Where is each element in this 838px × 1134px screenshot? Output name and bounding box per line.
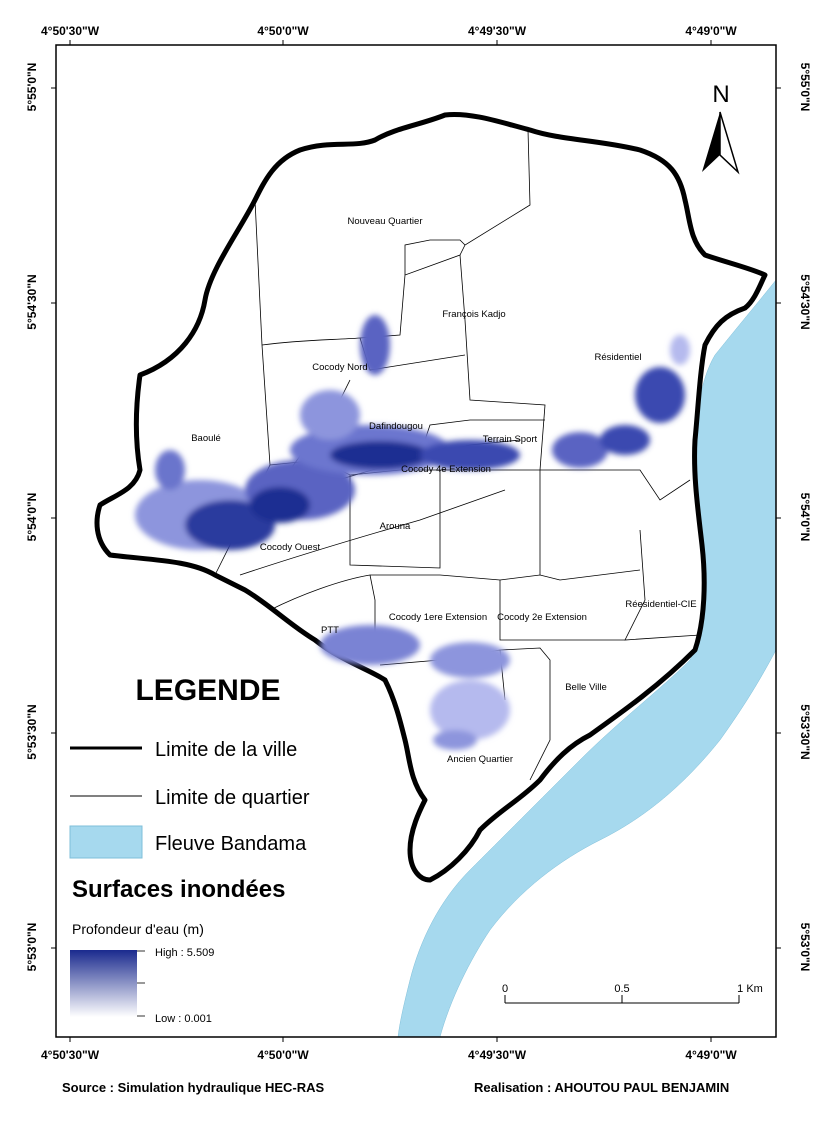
district-francois-kadjo: François Kadjo (442, 309, 505, 320)
district-ptt: PTT (321, 625, 339, 636)
scale-label-1km: 1 Km (737, 983, 763, 995)
scale-bar: 0 0.5 1 Km (502, 983, 763, 1004)
district-arouna: Arouna (380, 521, 411, 532)
city-limit (94, 111, 768, 883)
flood-areas (135, 315, 690, 750)
district-terrain-sport: Terrain Sport (483, 434, 538, 445)
legend-flood-title: Surfaces inondées (72, 876, 285, 903)
coord-bottom-2: 4°50'0"W (257, 1048, 309, 1062)
footer-realisation: Realisation : AHOUTOU PAUL BENJAMIN (474, 1080, 730, 1095)
coord-top-4: 4°49'0"W (685, 24, 737, 38)
map-frame (55, 44, 777, 1038)
legend-river-symbol (69, 825, 143, 859)
coord-bottom-1: 4°50'30"W (40, 1048, 100, 1062)
scale-label-0: 0 (502, 983, 508, 995)
legend-depth-high: High : 5.509 (155, 947, 214, 959)
district-residentiel-cie: Réesidentiel-CIE (625, 599, 696, 610)
north-arrow-icon: N (702, 81, 740, 175)
coord-top-2: 4°50'0"W (257, 24, 309, 38)
coord-bottom-3: 4°49'30"W (467, 1048, 527, 1062)
district-cocody-ouest: Cocody Ouest (260, 542, 321, 553)
district-dafindougou: Dafindougou (369, 421, 423, 432)
district-cocody-nord: Cocody Nord (312, 362, 367, 373)
district-belle-ville: Belle Ville (565, 682, 607, 693)
frame-ticks (51, 40, 781, 1042)
footer-source: Source : Simulation hydraulique HEC-RAS (62, 1080, 325, 1095)
legend-district-limit-label: Limite de quartier (155, 787, 310, 809)
legend-depth-low: Low : 0.001 (155, 1013, 212, 1025)
district-cocody-1ere: Cocody 1ere Extension (389, 612, 487, 623)
legend-river-label: Fleuve Bandama (155, 833, 307, 855)
district-cocody-2e: Cocody 2e Extension (497, 612, 587, 623)
district-baoule: Baoulé (191, 433, 221, 444)
legend-depth-label: Profondeur d'eau (m) (72, 921, 204, 937)
district-residentiel: Résidentiel (595, 352, 642, 363)
legend-title: LEGENDE (135, 674, 280, 707)
legend-city-limit-label: Limite de la ville (155, 739, 297, 761)
district-ancien-quartier: Ancien Quartier (447, 754, 513, 765)
district-cocody-4e: Cocody 4e Extension (401, 464, 491, 475)
coord-bottom-4: 4°49'0"W (685, 1048, 737, 1062)
legend-depth-ramp (70, 950, 137, 1017)
scale-label-half: 0.5 (614, 983, 629, 995)
legend: LEGENDE Limite de la ville Limite de qua… (69, 674, 310, 1025)
north-label: N (712, 81, 729, 108)
coord-top-3: 4°49'30"W (467, 24, 527, 38)
coord-top-1: 4°50'30"W (40, 24, 100, 38)
district-nouveau-quartier: Nouveau Quartier (348, 216, 423, 227)
